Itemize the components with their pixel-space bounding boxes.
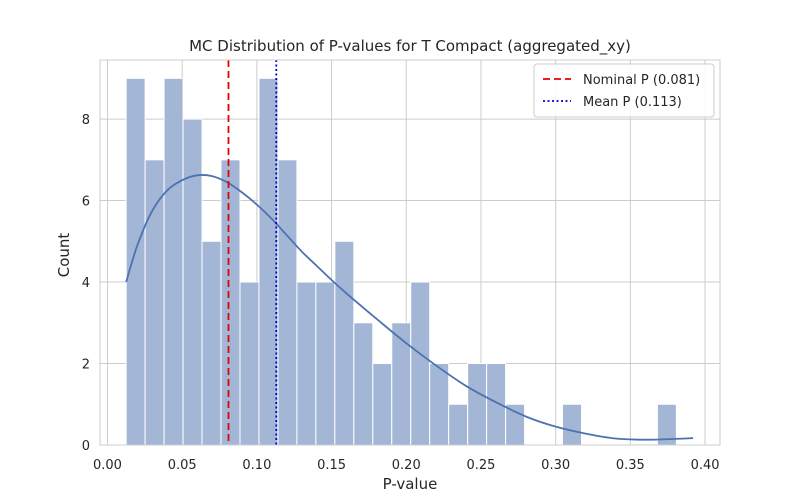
y-tick-label: 2: [82, 358, 90, 373]
histogram-bar: [163, 77, 184, 446]
x-tick-label: 0.00: [93, 458, 122, 473]
y-tick-label: 8: [82, 113, 90, 128]
histogram-bar: [220, 159, 241, 446]
y-axis-ticks: 0 2 4 6 8: [82, 113, 90, 454]
x-tick-label: 0.20: [392, 458, 421, 473]
legend-label-nominal: Nominal P (0.081): [583, 73, 700, 88]
histogram-bar: [201, 240, 222, 446]
histogram-bar: [125, 77, 146, 446]
x-axis-label: P-value: [383, 475, 438, 493]
histogram-bar: [334, 240, 355, 446]
x-tick-label: 0.25: [466, 458, 495, 473]
histogram-bar: [391, 322, 412, 446]
histogram-bar: [239, 281, 260, 446]
histogram-bar: [277, 159, 298, 446]
x-tick-label: 0.40: [691, 458, 720, 473]
histogram-bar: [562, 403, 583, 446]
plot-frame: [99, 59, 721, 446]
x-axis-ticks: 0.00 0.05 0.10 0.15 0.20 0.25 0.30 0.35 0.40: [93, 458, 720, 473]
y-tick-label: 4: [82, 276, 90, 291]
x-tick-label: 0.10: [242, 458, 271, 473]
chart-title: MC Distribution of P-values for T Compac…: [189, 37, 631, 56]
histogram-bar: [353, 322, 374, 446]
legend-box: [533, 63, 715, 118]
histogram-bar: [372, 363, 393, 446]
x-tick-label: 0.35: [616, 458, 645, 473]
y-axis-label: Count: [55, 233, 73, 278]
histogram-bar: [429, 363, 450, 446]
y-tick-label: 6: [82, 195, 90, 210]
legend: Nominal P (0.081) Mean P (0.113): [533, 63, 715, 118]
legend-label-mean: Mean P (0.113): [583, 95, 682, 110]
histogram-bar: [144, 159, 165, 446]
kde-curve-group: [125, 174, 694, 441]
reference-lines: [227, 60, 278, 445]
histogram-bar: [467, 363, 488, 446]
y-tick-label: 0: [82, 439, 90, 454]
x-tick-label: 0.15: [317, 458, 346, 473]
x-tick-label: 0.30: [541, 458, 570, 473]
histogram-bar: [505, 403, 526, 446]
histogram-bar: [486, 363, 507, 446]
x-tick-label: 0.05: [168, 458, 197, 473]
histogram-bar: [296, 281, 317, 446]
kde-curve: [125, 174, 694, 441]
histogram-bar: [448, 403, 469, 446]
histogram-bar: [258, 77, 279, 446]
histogram-bar: [410, 281, 431, 446]
histogram-bar: [315, 281, 336, 446]
histogram-bar: [182, 118, 203, 446]
